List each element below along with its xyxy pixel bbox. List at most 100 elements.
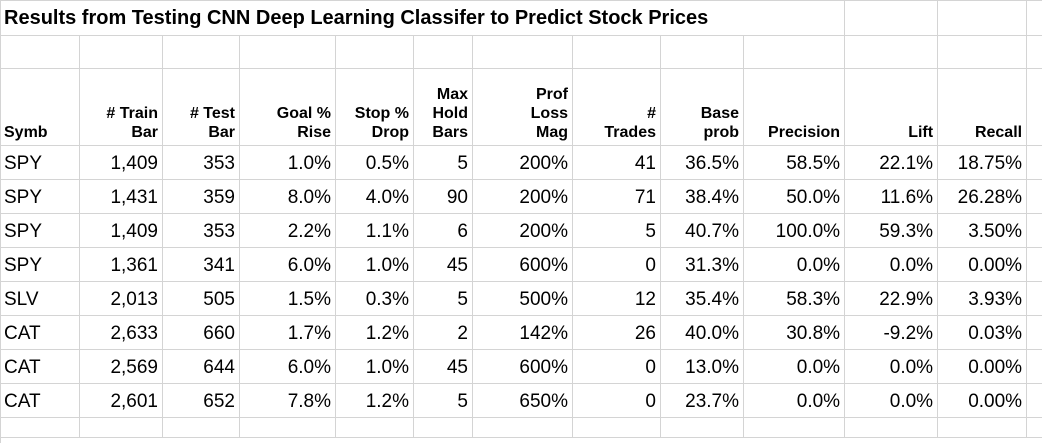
table-cell[interactable]: 0.3% bbox=[335, 281, 414, 316]
column-header[interactable]: Max Hold Bars bbox=[413, 68, 473, 146]
cell[interactable] bbox=[844, 0, 939, 36]
table-cell[interactable]: 200% bbox=[472, 179, 573, 214]
table-cell[interactable]: 11.6% bbox=[844, 179, 939, 214]
cell[interactable] bbox=[742, 35, 846, 69]
table-cell[interactable]: 2.2% bbox=[239, 213, 336, 248]
table-cell[interactable]: 142% bbox=[472, 315, 573, 350]
table-cell[interactable]: 1,361 bbox=[79, 247, 163, 282]
cell[interactable] bbox=[1026, 179, 1042, 214]
table-cell[interactable]: 1.2% bbox=[335, 315, 414, 350]
cell[interactable] bbox=[1026, 281, 1042, 316]
column-header[interactable]: Lift bbox=[844, 68, 939, 146]
table-cell[interactable]: 0.0% bbox=[844, 247, 939, 282]
column-header[interactable]: # Trades bbox=[572, 68, 661, 146]
column-header[interactable]: Stop % Drop bbox=[335, 68, 414, 146]
table-cell[interactable]: CAT bbox=[0, 315, 80, 350]
table-cell[interactable]: 45 bbox=[413, 349, 473, 384]
table-cell[interactable]: 5 bbox=[413, 383, 473, 418]
table-cell[interactable]: 45 bbox=[413, 247, 473, 282]
table-cell[interactable]: 59.3% bbox=[844, 213, 939, 248]
table-cell[interactable]: 505 bbox=[162, 281, 240, 316]
table-cell[interactable]: 4.0% bbox=[335, 179, 414, 214]
table-cell[interactable]: 22.1% bbox=[844, 145, 939, 180]
cell[interactable] bbox=[1026, 35, 1042, 69]
cell[interactable] bbox=[239, 417, 336, 438]
cell[interactable] bbox=[1026, 145, 1042, 180]
cell[interactable] bbox=[1026, 383, 1042, 418]
cell[interactable] bbox=[335, 35, 414, 69]
cell[interactable] bbox=[239, 35, 336, 69]
table-cell[interactable]: CAT bbox=[0, 383, 80, 418]
table-cell[interactable]: 200% bbox=[472, 213, 573, 248]
cell[interactable] bbox=[335, 417, 414, 438]
table-cell[interactable]: 40.7% bbox=[660, 213, 744, 248]
column-header[interactable]: Goal % Rise bbox=[239, 68, 336, 146]
table-cell[interactable]: 90 bbox=[413, 179, 473, 214]
table-cell[interactable]: 7.8% bbox=[239, 383, 336, 418]
table-cell[interactable]: 22.9% bbox=[844, 281, 939, 316]
table-cell[interactable]: 0 bbox=[572, 247, 661, 282]
table-cell[interactable]: 30.8% bbox=[742, 315, 846, 350]
table-cell[interactable]: 13.0% bbox=[660, 349, 744, 384]
table-cell[interactable]: 58.5% bbox=[742, 145, 846, 180]
table-cell[interactable]: SLV bbox=[0, 281, 80, 316]
table-cell[interactable]: 2 bbox=[413, 315, 473, 350]
table-cell[interactable]: 3.50% bbox=[937, 213, 1028, 248]
table-cell[interactable]: 0.00% bbox=[937, 247, 1028, 282]
table-cell[interactable]: 12 bbox=[572, 281, 661, 316]
table-cell[interactable]: 0.03% bbox=[937, 315, 1028, 350]
cell[interactable] bbox=[0, 35, 80, 69]
table-cell[interactable]: 1,409 bbox=[79, 145, 163, 180]
table-cell[interactable]: 644 bbox=[162, 349, 240, 384]
column-header[interactable]: Precision bbox=[742, 68, 846, 146]
cell[interactable] bbox=[937, 417, 1028, 438]
table-cell[interactable]: 5 bbox=[572, 213, 661, 248]
table-cell[interactable]: 0 bbox=[572, 383, 661, 418]
table-cell[interactable]: SPY bbox=[0, 247, 80, 282]
cell[interactable] bbox=[937, 35, 1028, 69]
table-cell[interactable]: 1.0% bbox=[239, 145, 336, 180]
table-cell[interactable]: 1.2% bbox=[335, 383, 414, 418]
cell[interactable] bbox=[413, 417, 473, 438]
table-cell[interactable]: 1.5% bbox=[239, 281, 336, 316]
column-header[interactable]: Recall bbox=[937, 68, 1028, 146]
table-cell[interactable]: 0.0% bbox=[742, 247, 846, 282]
table-cell[interactable]: 26 bbox=[572, 315, 661, 350]
table-cell[interactable]: 5 bbox=[413, 145, 473, 180]
table-cell[interactable]: 600% bbox=[472, 349, 573, 384]
cell[interactable] bbox=[742, 417, 846, 438]
table-cell[interactable]: 8.0% bbox=[239, 179, 336, 214]
column-header[interactable]: # Test Bar bbox=[162, 68, 240, 146]
table-cell[interactable]: 5 bbox=[413, 281, 473, 316]
table-cell[interactable]: 0.0% bbox=[844, 349, 939, 384]
sheet-title[interactable]: Results from Testing CNN Deep Learning C… bbox=[0, 0, 846, 36]
table-cell[interactable]: 6.0% bbox=[239, 349, 336, 384]
cell[interactable] bbox=[0, 417, 80, 438]
table-cell[interactable]: 0.00% bbox=[937, 383, 1028, 418]
table-cell[interactable]: 359 bbox=[162, 179, 240, 214]
cell[interactable] bbox=[1026, 247, 1042, 282]
column-header[interactable]: # Train Bar bbox=[79, 68, 163, 146]
table-cell[interactable]: CAT bbox=[0, 349, 80, 384]
table-cell[interactable]: 341 bbox=[162, 247, 240, 282]
table-cell[interactable]: 500% bbox=[472, 281, 573, 316]
table-cell[interactable]: 0 bbox=[572, 349, 661, 384]
table-cell[interactable]: SPY bbox=[0, 145, 80, 180]
cell[interactable] bbox=[1026, 213, 1042, 248]
cell[interactable] bbox=[1026, 315, 1042, 350]
table-cell[interactable]: 40.0% bbox=[660, 315, 744, 350]
cell[interactable] bbox=[472, 417, 573, 438]
table-cell[interactable]: 1.0% bbox=[335, 247, 414, 282]
table-cell[interactable]: 6.0% bbox=[239, 247, 336, 282]
table-cell[interactable]: 31.3% bbox=[660, 247, 744, 282]
cell[interactable] bbox=[844, 35, 939, 69]
table-cell[interactable]: 41 bbox=[572, 145, 661, 180]
table-cell[interactable]: 2,601 bbox=[79, 383, 163, 418]
cell[interactable] bbox=[660, 417, 744, 438]
table-cell[interactable]: SPY bbox=[0, 179, 80, 214]
table-cell[interactable]: 35.4% bbox=[660, 281, 744, 316]
table-cell[interactable]: 0.0% bbox=[844, 383, 939, 418]
table-cell[interactable]: 2,569 bbox=[79, 349, 163, 384]
table-cell[interactable]: 58.3% bbox=[742, 281, 846, 316]
table-cell[interactable]: 652 bbox=[162, 383, 240, 418]
